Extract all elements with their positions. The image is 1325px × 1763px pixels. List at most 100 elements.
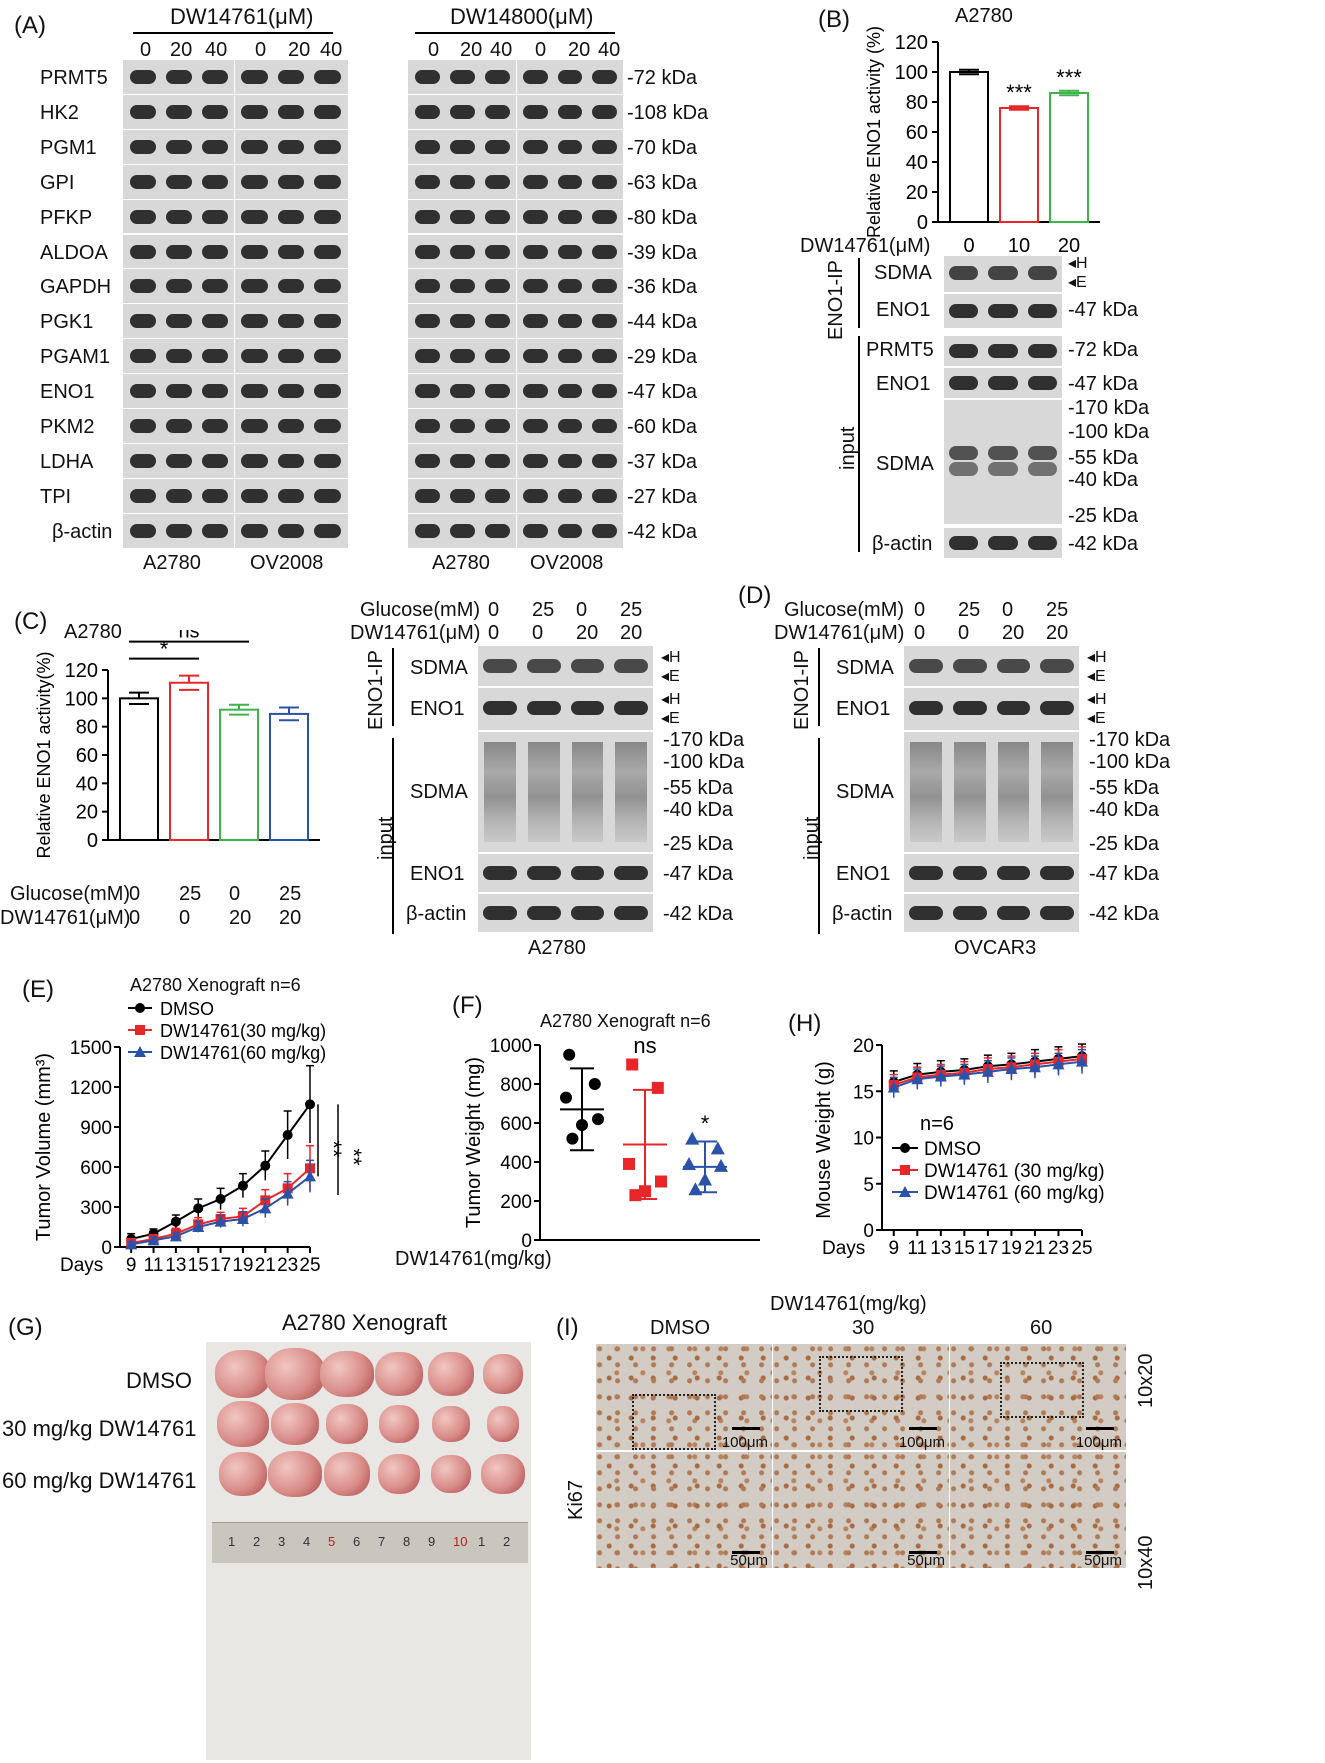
y-tick-label: 100 [895, 62, 928, 84]
y-tick-label: 0 [87, 830, 98, 852]
row-label: ENO1 [836, 698, 891, 720]
protein-band [130, 279, 156, 294]
bracket [818, 648, 820, 726]
glucose-value: 25 [179, 883, 202, 905]
y-tick-label: 80 [906, 92, 928, 114]
dose-label: 20 [170, 39, 193, 61]
glucose-value: 0 [1002, 599, 1014, 621]
protein-band [415, 419, 440, 433]
legend-marker [134, 1046, 146, 1057]
panel-f-xlabel: DW14761(mg/kg) [395, 1248, 552, 1270]
tumor-sample [487, 1406, 519, 1442]
row-label: SDMA [836, 781, 894, 803]
marker-e: ◂E [1087, 710, 1106, 727]
blot-strip [123, 269, 348, 304]
legend-label: DMSO [160, 999, 214, 1019]
protein-band [988, 536, 1018, 550]
x-tick-label: 15 [188, 1255, 209, 1276]
protein-band [415, 349, 440, 364]
protein-band [523, 279, 548, 294]
data-point [192, 1221, 205, 1232]
protein-band [523, 419, 548, 433]
y-tick-label: 0 [521, 1231, 532, 1252]
protein-band [450, 314, 475, 329]
protein-band [557, 523, 583, 538]
lane-divider [234, 304, 235, 340]
panel-i-title: DW14761(mg/kg) [770, 1293, 927, 1315]
protein-band [557, 139, 583, 154]
y-tick-label: 120 [65, 660, 98, 682]
protein-band [523, 174, 548, 189]
data-point [623, 1157, 635, 1170]
ihc-image: 100μm [773, 1344, 949, 1450]
panel-e-chart: 0 300 600 900 1200 1500 Days 9 11 13 15 17 19 21 23 25 T… [33, 999, 366, 1276]
data-point [281, 1187, 294, 1199]
blot-strip [408, 409, 623, 443]
protein-label: GAPDH [40, 276, 112, 299]
bracket [392, 738, 394, 934]
protein-band [557, 104, 583, 119]
protein-band [485, 104, 510, 119]
tumor-sample [271, 1403, 319, 1445]
scale-bar [732, 1551, 760, 1554]
stain-label: Ki67 [565, 1479, 587, 1520]
protein-band [415, 453, 440, 468]
protein-label: GPI [40, 171, 75, 194]
protein-band [592, 453, 617, 468]
protein-band [570, 659, 605, 673]
row-label: ENO1 [410, 698, 465, 720]
kda-label: -72 kDa [627, 67, 698, 89]
row-label: SDMA [874, 262, 932, 284]
data-point [629, 1189, 642, 1202]
kda-label: -170 kDa [1089, 729, 1171, 751]
protein-band [1040, 906, 1074, 920]
protein-band [614, 866, 648, 880]
protein-band [314, 139, 341, 154]
protein-band [909, 659, 943, 673]
glucose-row-label: Glucose(mM) [360, 599, 481, 621]
protein-band [241, 419, 268, 433]
protein-band [166, 209, 192, 224]
scale-bar [1086, 1427, 1114, 1430]
protein-band [166, 104, 192, 119]
glucose-value: 25 [620, 599, 643, 621]
row-label-60: 60 mg/kg DW14761 [2, 1468, 197, 1493]
data-point [566, 1132, 579, 1145]
data-point [682, 1156, 696, 1170]
protein-band [1040, 659, 1074, 673]
glucose-value: 0 [488, 599, 500, 621]
protein-band [592, 209, 617, 224]
ihc-image: 50μm [773, 1452, 949, 1568]
legend-label: DW14761 (60 mg/kg) [924, 1183, 1105, 1204]
cell-line-label: A2780 [432, 552, 490, 574]
protein-band [277, 70, 305, 84]
protein-band [450, 174, 475, 189]
data-point [911, 1073, 924, 1085]
protein-band [241, 314, 268, 329]
row-label: SDMA [836, 657, 894, 679]
protein-band [592, 139, 617, 154]
ruler-number: 9 [428, 1534, 436, 1549]
protein-band [909, 866, 943, 880]
protein-band [1040, 866, 1074, 880]
protein-band [277, 523, 305, 538]
protein-band [988, 446, 1018, 460]
bracket [392, 648, 394, 726]
y-tick-label: 900 [80, 1118, 112, 1139]
scale-bar [909, 1551, 937, 1554]
x-tick-label: 11 [144, 1255, 164, 1276]
protein-band [166, 174, 192, 189]
dw-row-label: DW14761(μM) [350, 622, 481, 644]
protein-band [166, 349, 192, 364]
dose-label: 40 [320, 39, 343, 61]
protein-band [949, 344, 979, 358]
protein-band [166, 279, 192, 294]
kda-label: -40 kDa [1089, 799, 1160, 821]
glucose-value: 25 [1046, 599, 1069, 621]
protein-band [202, 279, 228, 294]
dw-value: 0 [488, 622, 500, 644]
lane-divider [234, 409, 235, 444]
y-tick-label: 1500 [70, 1038, 112, 1059]
